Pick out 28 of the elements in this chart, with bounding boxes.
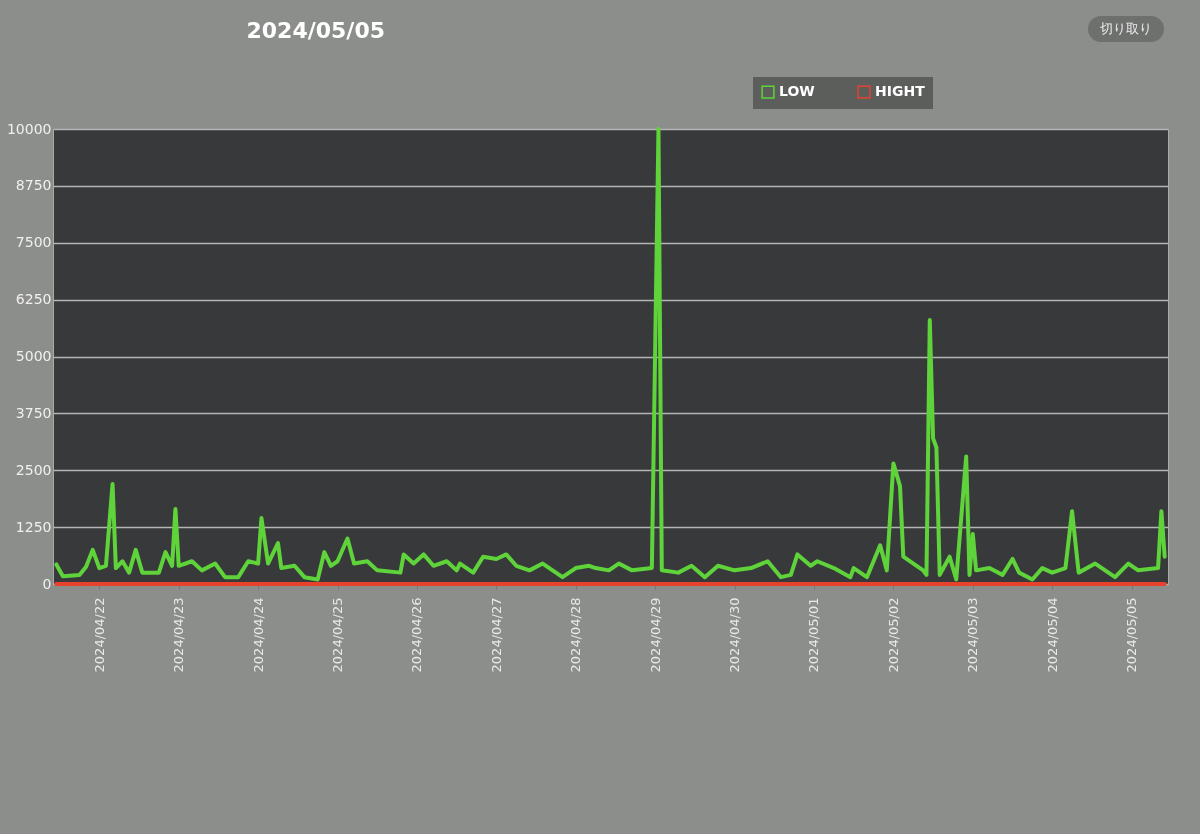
x-tick-label: 2024/05/03: [965, 597, 981, 673]
x-tick-label: 2024/04/25: [330, 597, 346, 673]
x-tick-label: 2024/04/27: [488, 597, 504, 673]
x-tick-label: 2024/05/01: [806, 597, 822, 673]
y-tick-label: 8750: [15, 177, 52, 194]
legend-label: HIGHT: [875, 83, 926, 100]
y-tick-label: 7500: [15, 234, 52, 251]
legend-label: LOW: [779, 83, 815, 100]
x-tick-label: 2024/04/24: [250, 597, 266, 673]
x-tick-label: 2024/04/28: [568, 597, 584, 673]
chart-title: 2024/05/05: [246, 18, 385, 43]
y-tick-label: 0: [42, 575, 52, 592]
x-tick-label: 2024/04/30: [727, 597, 743, 673]
y-tick-label: 3750: [15, 404, 52, 421]
text: 切り取り: [1088, 16, 1164, 42]
line-series: [54, 127, 1167, 582]
y-tick-label: 6250: [15, 291, 52, 308]
x-tick-label: 2024/05/02: [885, 597, 901, 673]
x-tick-label: 2024/05/05: [1124, 597, 1140, 673]
y-tick-label: 2500: [15, 461, 52, 478]
x-tick-label: 2024/04/26: [409, 597, 425, 673]
y-tick-label: 5000: [15, 348, 52, 364]
x-tick-label: 2024/04/22: [91, 597, 107, 673]
y-tick-label: 1250: [15, 518, 52, 535]
x-tick-label: 2024/04/29: [647, 597, 663, 673]
y-tick-label: 10000: [6, 120, 52, 137]
x-tick-label: 2024/04/23: [171, 597, 187, 673]
x-tick-label: 2024/05/04: [1044, 597, 1060, 673]
